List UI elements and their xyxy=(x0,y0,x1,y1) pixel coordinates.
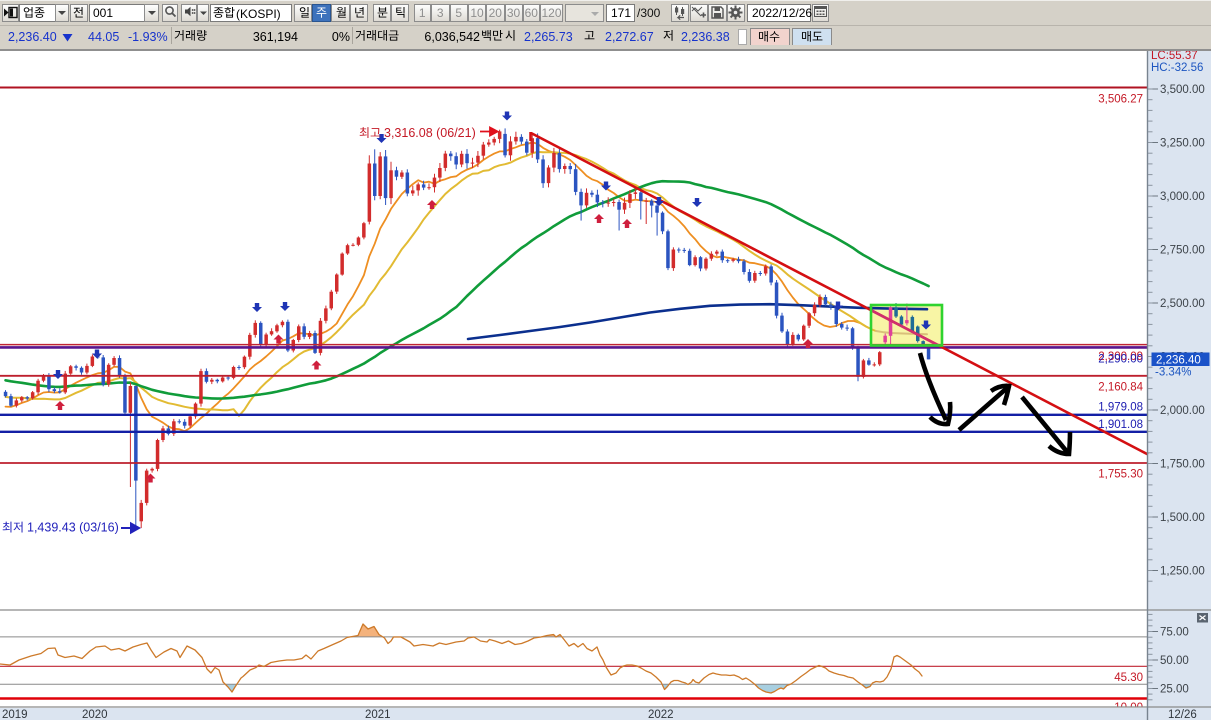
svg-text:LC:55.37: LC:55.37 xyxy=(1151,50,1198,62)
svg-text:2,750.00: 2,750.00 xyxy=(1160,245,1205,257)
svg-text:2,290.00: 2,290.00 xyxy=(1098,354,1143,366)
svg-text:2,000.00: 2,000.00 xyxy=(1160,405,1205,417)
svg-text:25.00: 25.00 xyxy=(1160,684,1189,696)
svg-text:75.00: 75.00 xyxy=(1160,627,1189,639)
svg-text:45.30: 45.30 xyxy=(1114,672,1143,684)
svg-text:2020: 2020 xyxy=(82,709,108,720)
svg-text:50.00: 50.00 xyxy=(1160,655,1189,667)
svg-text:2,300.09: 2,300.09 xyxy=(1098,351,1143,363)
svg-text:1,439.43 (03/16): 1,439.43 (03/16) xyxy=(27,521,119,535)
svg-text:1,500.00: 1,500.00 xyxy=(1160,512,1205,524)
svg-text:3,316.08 (06/21): 3,316.08 (06/21) xyxy=(384,126,476,140)
svg-text:1,901.08: 1,901.08 xyxy=(1098,419,1143,431)
svg-text:1,750.00: 1,750.00 xyxy=(1160,459,1205,471)
svg-text:HC:-32.56: HC:-32.56 xyxy=(1151,62,1203,74)
svg-text:1,755.30: 1,755.30 xyxy=(1098,469,1143,481)
svg-text:2,500.00: 2,500.00 xyxy=(1160,298,1205,310)
svg-text:2,236.40: 2,236.40 xyxy=(1156,355,1201,367)
svg-text:2019: 2019 xyxy=(2,709,28,720)
svg-text:3,506.27: 3,506.27 xyxy=(1098,94,1143,106)
svg-text:3,250.00: 3,250.00 xyxy=(1160,138,1205,150)
svg-text:3,500.00: 3,500.00 xyxy=(1160,84,1205,96)
svg-text:-3.34%: -3.34% xyxy=(1155,367,1191,379)
svg-text:3,000.00: 3,000.00 xyxy=(1160,191,1205,203)
svg-text:12/26: 12/26 xyxy=(1168,709,1197,720)
svg-text:2022: 2022 xyxy=(648,709,674,720)
svg-text:10.00: 10.00 xyxy=(1114,702,1143,714)
svg-text:1,250.00: 1,250.00 xyxy=(1160,566,1205,578)
svg-text:2,160.84: 2,160.84 xyxy=(1098,382,1143,394)
svg-text:2021: 2021 xyxy=(365,709,391,720)
svg-text:1,979.08: 1,979.08 xyxy=(1098,402,1143,414)
